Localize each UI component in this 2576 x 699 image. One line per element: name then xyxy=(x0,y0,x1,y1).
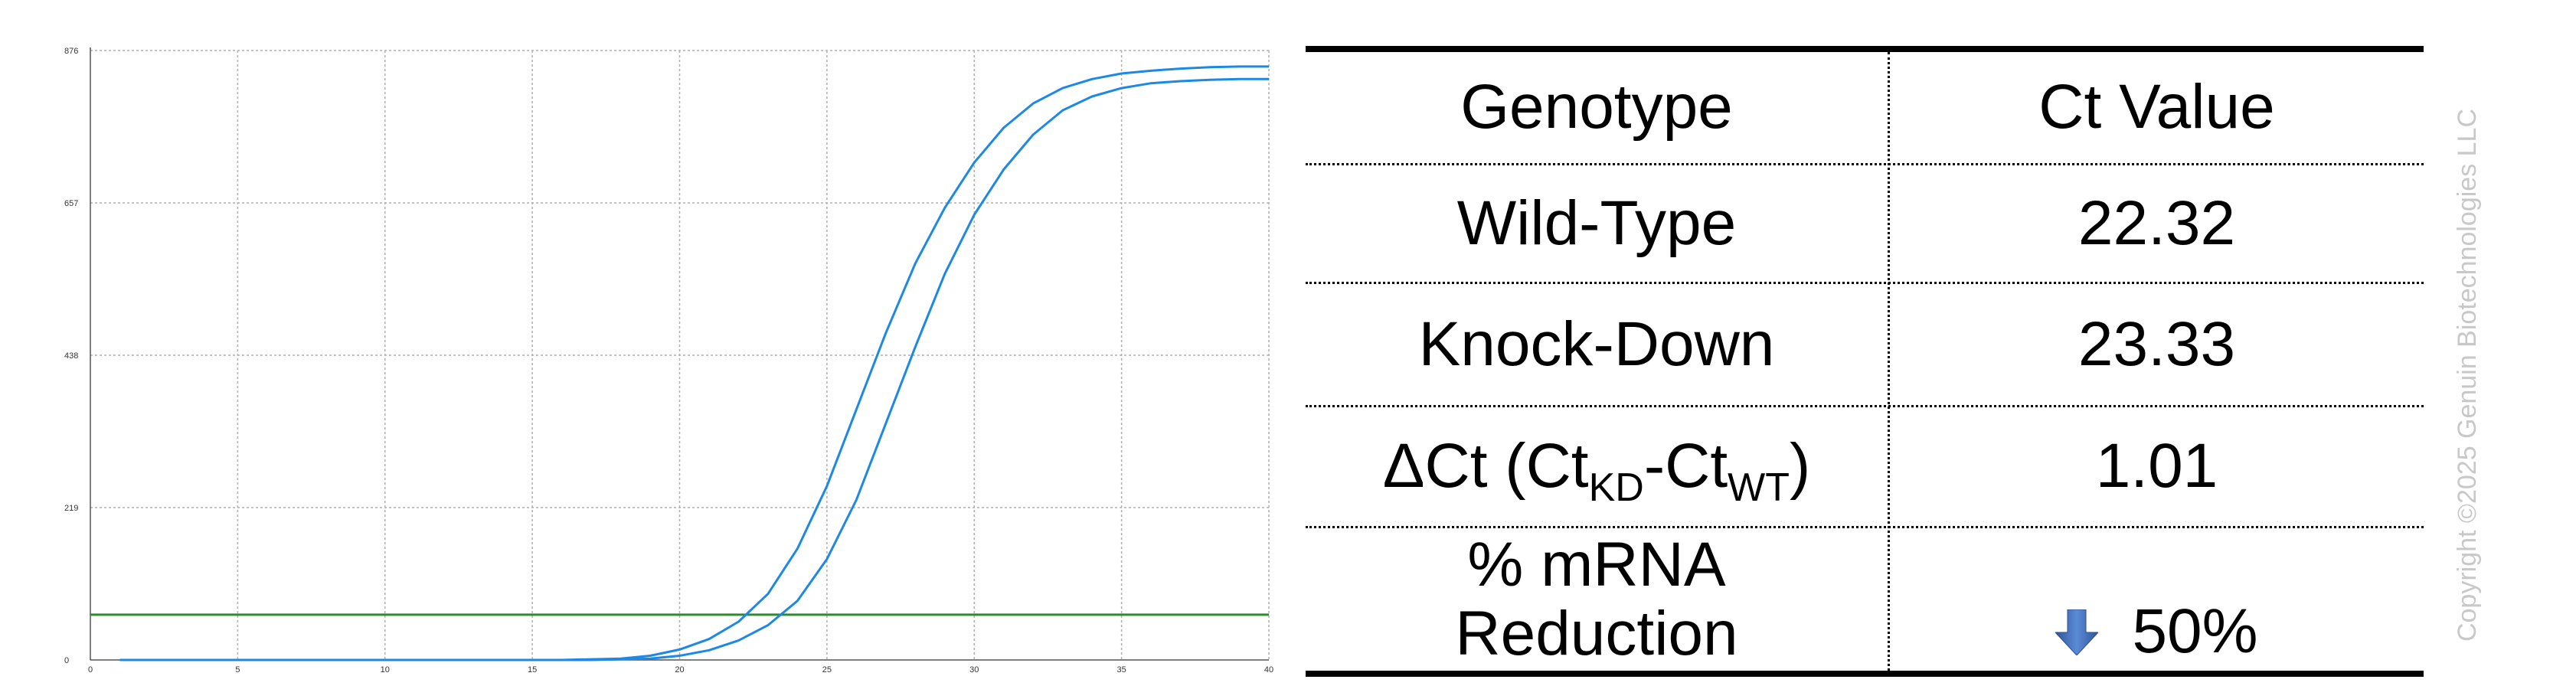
row-divider xyxy=(1306,163,2424,165)
delta-ct-dash: -Ct xyxy=(1643,431,1728,501)
delta-ct-label: ΔCt (CtKD-CtWT) xyxy=(1306,407,1888,526)
knock-down-label: Knock-Down xyxy=(1418,309,1775,379)
table-bottom-rule xyxy=(1306,671,2424,677)
reduction-label-line2: Reduction xyxy=(1455,599,1738,668)
x-tick-label: 25 xyxy=(822,665,832,675)
y-tick-label: 438 xyxy=(64,351,78,361)
copyright-watermark: Copyright ©2025 Genuin Biotechnologies L… xyxy=(2453,108,2482,642)
y-tick-label: 657 xyxy=(64,199,78,208)
knock-down-value: 23.33 xyxy=(2077,309,2236,379)
amplification-curve-2 xyxy=(119,77,1269,661)
reduction-value: 50% xyxy=(2132,596,2258,666)
amplification-curve-1 xyxy=(119,65,1269,661)
y-tick-label: 876 xyxy=(64,47,78,56)
delta-ct-suffix: ) xyxy=(1789,431,1811,501)
x-tick-label: 15 xyxy=(528,665,537,675)
delta-ct-value: 1.01 xyxy=(2095,431,2218,501)
wild-type-value: 22.32 xyxy=(2077,188,2236,258)
wild-type-label: Wild-Type xyxy=(1456,188,1737,258)
ct-value-table: Genotype Ct Value Wild-Type 22.32 Knock-… xyxy=(1306,46,2424,677)
row-divider xyxy=(1306,282,2424,284)
x-tick-label: 40 xyxy=(1264,665,1273,675)
x-tick-label: 35 xyxy=(1117,665,1126,675)
reduction-value-cell: 50% xyxy=(1890,528,2424,671)
x-tick-label: 0 xyxy=(88,665,93,675)
delta-ct-sub-wt: WT xyxy=(1728,465,1790,511)
x-tick-label: 20 xyxy=(675,665,684,675)
reduction-label: % mRNA Reduction xyxy=(1306,528,1888,671)
y-tick-label: 0 xyxy=(64,656,69,665)
row-divider xyxy=(1306,405,2424,407)
delta-ct-prefix: ΔCt (Ct xyxy=(1382,431,1589,501)
down-arrow-icon xyxy=(2055,609,2099,655)
x-tick-label: 5 xyxy=(235,665,240,675)
x-tick-label: 10 xyxy=(381,665,390,675)
y-tick-label: 219 xyxy=(64,504,78,513)
table-column-divider xyxy=(1888,52,1890,671)
row-divider xyxy=(1306,526,2424,528)
amplification-plot: 0 5 10 15 20 25 30 35 40 0 219 438 657 876 xyxy=(0,0,1286,699)
reduction-label-line1: % mRNA xyxy=(1467,529,1726,599)
amplification-plot-svg: 0 5 10 15 20 25 30 35 40 0 219 438 657 876 xyxy=(64,47,1273,675)
table-top-rule xyxy=(1306,46,2424,52)
delta-ct-sub-kd: KD xyxy=(1588,465,1644,511)
header-genotype: Genotype xyxy=(1460,72,1733,142)
x-tick-label: 30 xyxy=(969,665,979,675)
header-ct-value: Ct Value xyxy=(2038,72,2275,142)
